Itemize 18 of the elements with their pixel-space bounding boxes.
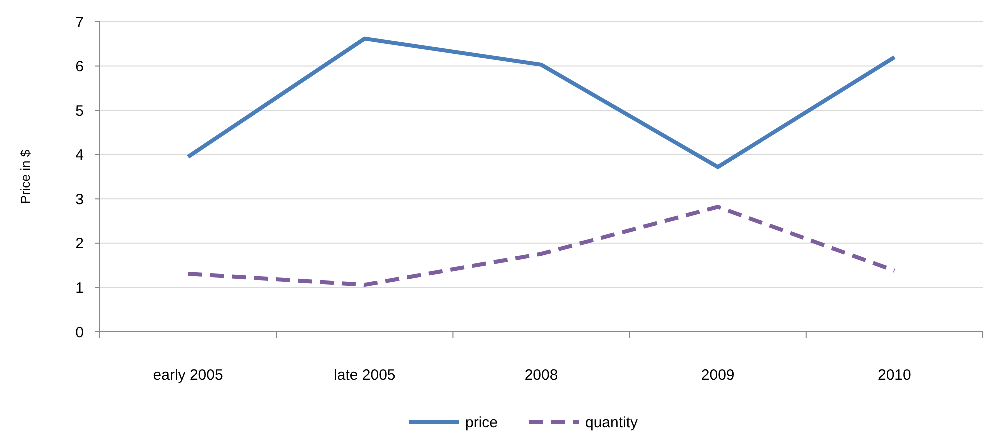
legend-label: quantity	[586, 414, 639, 432]
y-axis-title: Price in $	[18, 149, 33, 204]
x-tick-label: 2009	[701, 367, 735, 384]
y-tick-label: 7	[76, 14, 84, 32]
y-tick-label: 6	[76, 58, 84, 76]
x-tick-label: 2010	[878, 367, 912, 384]
line-series	[186, 36, 897, 170]
x-tick-label: early 2005	[153, 367, 224, 384]
line-series	[186, 205, 897, 288]
y-tick-label: 0	[76, 324, 84, 342]
y-tick-label: 4	[76, 147, 84, 164]
x-tick-label: late 2005	[334, 367, 396, 384]
x-tick-label: 2008	[524, 367, 558, 384]
y-tick-label: 1	[76, 280, 84, 297]
y-tick-label: 3	[76, 191, 84, 208]
y-tick-label: 2	[76, 236, 84, 253]
y-tick-label: 5	[76, 102, 84, 120]
legend-label: price	[466, 414, 498, 432]
